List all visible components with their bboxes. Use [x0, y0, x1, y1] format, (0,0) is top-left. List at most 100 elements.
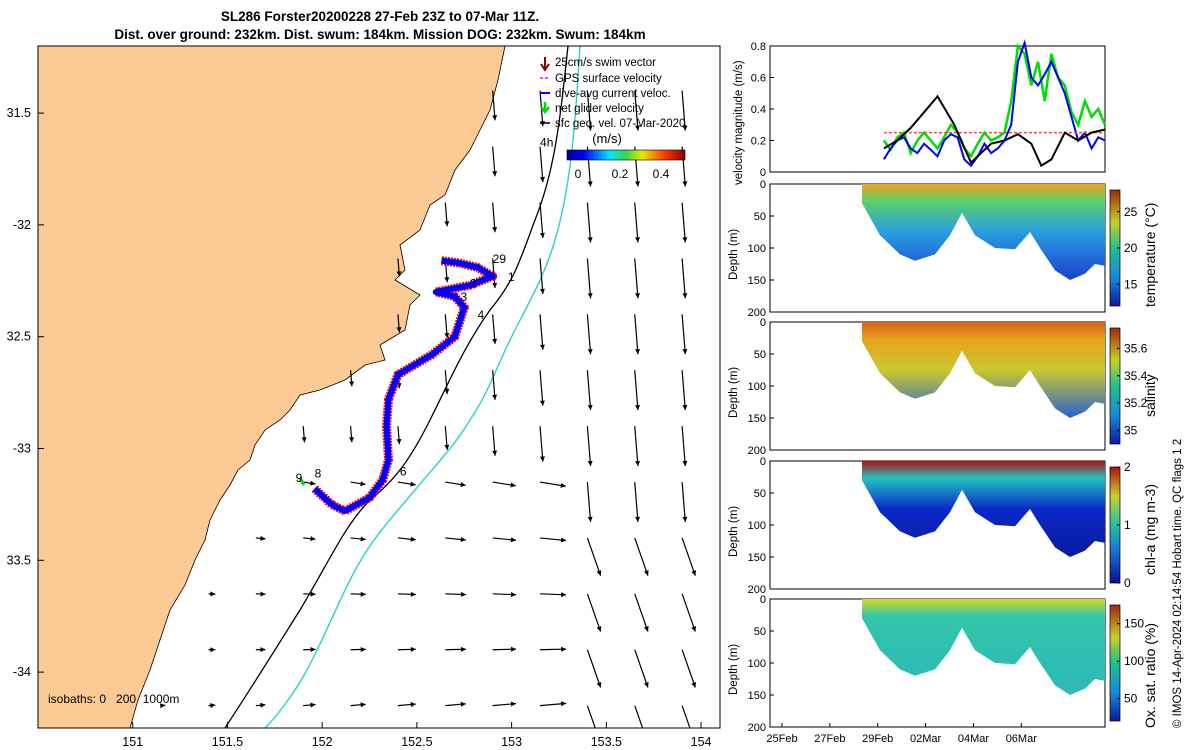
current-vector-head — [396, 327, 402, 333]
current-vector — [586, 649, 602, 688]
temperature-colorbar-label: temperature (°C) — [1142, 202, 1158, 307]
current-vector-head — [360, 646, 366, 652]
lat-tick-label: 31.5 — [7, 106, 31, 120]
current-vector — [539, 370, 544, 406]
current-vector-head — [492, 338, 498, 344]
current-vector-head — [310, 647, 316, 653]
land-mass — [38, 46, 506, 728]
current-vector-head — [348, 381, 354, 387]
current-vector-head — [682, 404, 688, 411]
depth-section-panels: 0501001502001520250501001502003535.235.4… — [748, 179, 1148, 734]
current-vector-head — [492, 450, 498, 456]
current-vector-head — [682, 349, 688, 355]
velocity-series-2 — [882, 43, 1107, 159]
depth-tick-label: 100 — [748, 243, 766, 255]
day-label: 29 — [493, 252, 507, 266]
current-vector-head — [596, 626, 602, 632]
current-vector-head — [492, 394, 498, 400]
current-vector-head — [643, 626, 649, 632]
current-vector-head — [643, 570, 649, 576]
current-vector-head — [310, 536, 316, 542]
temperature-ylabel: Depth (m) — [728, 228, 740, 280]
current-vector-head — [396, 438, 402, 445]
current-vector-head — [691, 626, 697, 632]
colorbar-tick-label: 35.2 — [1124, 396, 1148, 410]
time-tick-label: 25Feb — [766, 733, 797, 745]
current-vector-head — [635, 125, 641, 131]
current-vector-head — [460, 701, 466, 707]
lon-tick-label: 151.5 — [212, 735, 243, 749]
current-vector-head — [510, 592, 517, 598]
current-vector — [634, 705, 644, 728]
current-vector-head — [410, 481, 416, 487]
colorbar-tick: 0.2 — [612, 167, 629, 181]
current-vector-head — [210, 702, 216, 708]
current-vector-head — [410, 646, 416, 652]
current-vector-head — [644, 738, 649, 744]
temperature-panel: 0 50 100 150 200 15 20 25 — [748, 179, 1138, 319]
current-vector — [634, 537, 649, 576]
colorbar-tick-label: 15 — [1124, 277, 1138, 291]
lon-tick-label: 153.5 — [591, 735, 622, 749]
current-vector-head — [310, 591, 316, 597]
salinity-colorbar-label: salinity — [1142, 374, 1158, 417]
current-vector — [634, 426, 639, 467]
legend-item: dive-avg current veloc. — [555, 88, 671, 100]
colorbar-tick-label: 35 — [1124, 423, 1138, 437]
current-vector-head — [691, 570, 697, 576]
colorbar-tick-label: 25 — [1124, 205, 1138, 219]
colorbar-tick-label: 35.6 — [1124, 341, 1148, 355]
depth-tick-label: 100 — [748, 520, 766, 532]
current-vector — [539, 258, 544, 294]
current-vector-head — [260, 535, 266, 541]
current-vector-head — [460, 482, 466, 488]
colorbar-tick-label: 35.4 — [1124, 369, 1148, 383]
current-vector-head — [160, 703, 166, 709]
current-vector — [586, 426, 592, 467]
current-vector — [681, 314, 686, 355]
current-vector — [681, 705, 691, 728]
figure-subtitle: Dist. over ground: 232km. Dist. swum: 18… — [114, 27, 646, 42]
colorbar-tick-label: 100 — [1124, 654, 1144, 668]
current-vector-head — [510, 646, 517, 652]
current-vector-head — [360, 536, 366, 542]
current-vector-head — [360, 702, 366, 708]
current-vector-head — [682, 237, 688, 243]
current-vector — [634, 314, 639, 355]
current-vector-head — [348, 437, 354, 443]
current-vector — [681, 370, 686, 411]
current-vector-head — [596, 570, 602, 576]
oxygen-colorbar — [1109, 604, 1121, 722]
depth-tick-label: 0 — [760, 456, 766, 468]
colorbar-tick: 0 — [575, 167, 582, 181]
current-vector — [586, 258, 592, 299]
current-vector-head — [444, 444, 450, 450]
day-label: 9 — [296, 471, 303, 485]
velocity-ytick-label: 0.2 — [751, 136, 766, 148]
current-vector-head — [539, 456, 545, 462]
salinity-panel: 0 50 100 150 200 35 35.2 35.4 35.6 — [748, 317, 1148, 457]
lat-tick-label: 33.5 — [7, 553, 31, 567]
day-label: 6 — [400, 464, 407, 478]
day-label: 4 — [478, 308, 485, 322]
velocity-panel: 0 0.2 0.4 0.6 0.8 — [751, 39, 1107, 179]
lon-tick-label: 151 — [122, 735, 143, 749]
time-tick-label: 04Mar — [958, 733, 990, 745]
current-vector-head — [635, 293, 641, 299]
current-vector — [634, 370, 639, 411]
colorbar-tick-label: 2 — [1124, 460, 1131, 474]
current-vector-head — [682, 125, 688, 131]
depth-tick-label: 200 — [748, 722, 766, 734]
current-vector-head — [587, 460, 593, 467]
depth-tick-label: 200 — [748, 307, 766, 319]
current-vector-head — [560, 537, 567, 543]
map-axis-ticks: 151 151.5 152 152.5 153 153.5 154 31.5 -32 32.5 -3… — [7, 106, 712, 749]
copyright-note: © IMOS 14-Apr-2024 02:14:54 Hobart time.… — [1172, 438, 1184, 728]
depth-tick-label: 0 — [760, 594, 766, 606]
current-vector-head — [444, 277, 450, 283]
velocity-ytick-label: 0.6 — [751, 73, 766, 85]
current-vector — [586, 370, 592, 411]
velocity-ytick-label: 0 — [760, 167, 766, 179]
current-vector-head — [360, 591, 366, 597]
current-vector-head — [444, 388, 450, 395]
